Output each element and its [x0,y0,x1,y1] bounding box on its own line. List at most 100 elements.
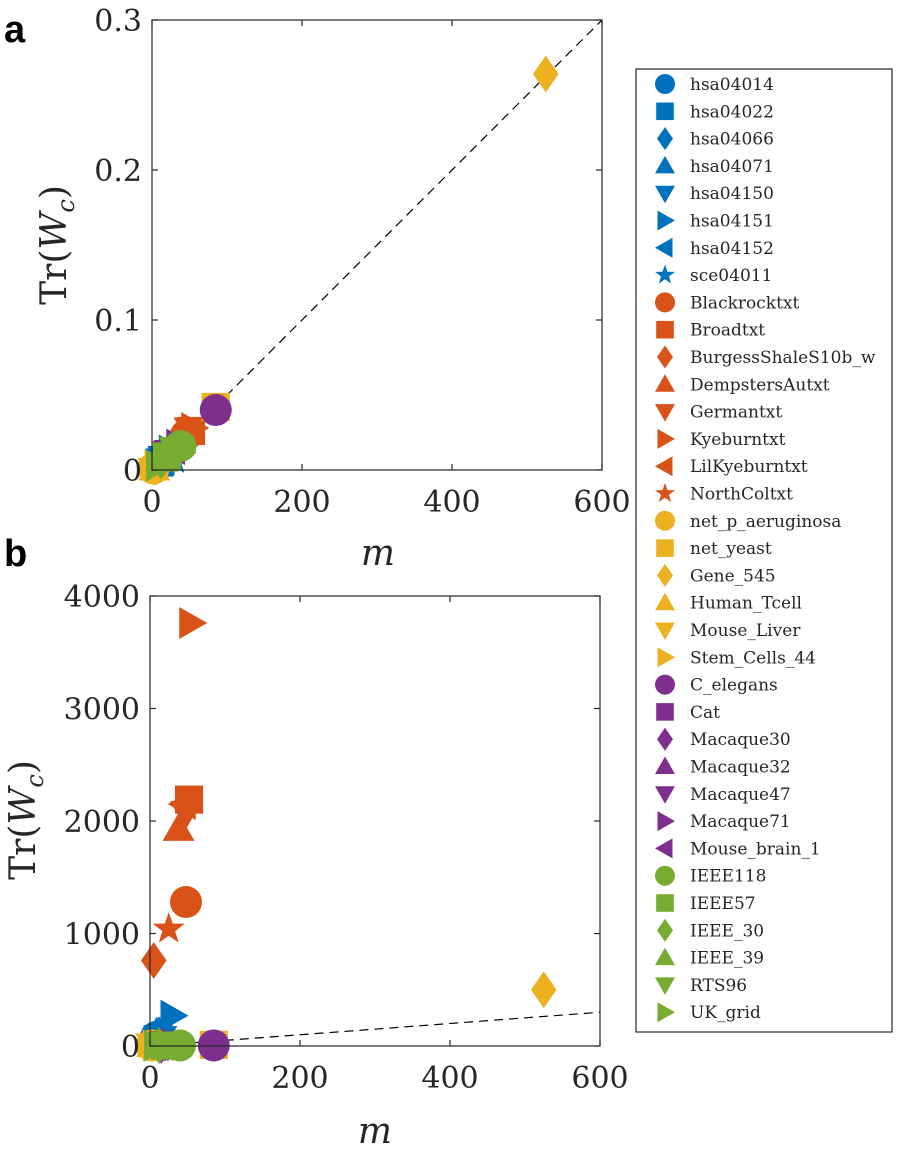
legend-marker [657,918,673,942]
legend-marker [655,237,673,258]
legend-label: Macaque71 [690,812,791,832]
legend-marker [657,727,673,751]
legend-marker [655,510,675,531]
legend-label: Blackrocktxt [690,293,799,313]
panel-a-x-axis-label: m [361,533,395,574]
legend-marker [655,374,675,392]
legend-marker [655,592,675,611]
legend-marker [655,947,675,966]
legend-label: UK_grid [690,1003,761,1023]
panel-a-axes-box [151,19,603,471]
legend-marker [656,894,674,912]
legend-label: BurgessShaleS10b_w [690,348,876,368]
legend-label: Cat [690,703,720,723]
legend-label: IEEE_30 [690,921,764,941]
legend-marker [655,185,675,204]
legend-label: Mouse_brain_1 [690,839,821,859]
legend-label: Broadtxt [690,321,765,341]
legend-marker [655,483,675,502]
legend-label: Stem_Cells_44 [690,648,816,668]
legend-marker [657,1002,675,1023]
legend-marker [655,404,675,422]
data-point [167,788,196,821]
x-tick-label: 600 [571,1061,628,1096]
legend-marker [655,865,675,886]
panel-b-letter: b [4,533,27,575]
y-tick-label: 2000 [64,805,140,840]
panel-a-y-axis-label: Tr(Wc) [34,185,80,305]
data-point [170,886,202,918]
y-tick-label: 0.1 [94,304,142,339]
legend-label: hsa04066 [690,130,774,150]
legend-label: RTS96 [690,976,747,996]
y-tick-label: 1000 [64,918,140,953]
x-tick-label: 200 [271,1061,328,1096]
legend-label: Mouse_Liver [690,621,801,641]
legend-label: LilKyeburntxt [690,457,808,477]
legend-label: hsa04151 [690,212,774,232]
data-point [158,437,191,465]
data-point [146,449,174,482]
legend-label: Macaque32 [690,758,791,778]
panel-b-x-axis-label: m [358,1111,392,1149]
x-tick-label: 0 [140,1061,159,1096]
legend-marker [655,264,675,284]
data-point [199,394,232,426]
legend-label: C_elegans [690,676,778,696]
y-tick-label: 0.2 [94,154,142,189]
legend-marker [655,292,675,313]
legend-label: hsa04150 [690,184,774,204]
legend-marker [655,74,675,94]
x-tick-label: 400 [421,1061,478,1096]
legend-label: Germantxt [690,403,782,423]
legend-marker [655,756,675,774]
legend-marker [657,563,673,587]
x-tick-label: 0 [142,485,161,520]
legend-label: net_yeast [690,539,772,559]
legend-marker [657,345,673,369]
legend-marker [655,622,675,640]
legend-label: DempstersAutxt [690,375,830,395]
legend-label: net_p_aeruginosa [690,512,841,532]
legend-label: hsa04071 [690,157,774,177]
panel-b-axes-box [149,595,601,1047]
legend-box [635,68,893,1033]
legend-label: Kyeburntxt [690,430,786,450]
data-point [179,607,208,639]
legend-marker [655,456,673,477]
panel-b-y-axis-label: Tr(Wc) [3,760,49,880]
legend-marker [655,838,673,859]
y-tick-label: 4000 [64,580,140,615]
legend-label: IEEE57 [690,894,756,914]
panel-a-letter: a [4,9,26,51]
data-point [140,942,167,979]
legend-label: Gene_545 [690,566,776,586]
x-tick-label: 600 [573,485,630,520]
x-tick-label: 400 [423,485,480,520]
y-tick-label: 0 [123,454,142,489]
legend-label: IEEE_39 [690,949,764,969]
legend-label: NorthColtxt [690,485,793,505]
panel-b-plot: 0 200 400 600 0 1000 2000 3000 4000 m Tr(Wc) [3,580,629,1149]
legend-marker [657,210,675,231]
legend-marker [657,647,675,668]
panel-a-plot: 0 200 400 600 0 0.1 0.2 0.3 m Tr(Wc) [34,4,631,574]
legend-marker [655,786,675,804]
y-tick-label: 0.3 [94,4,142,39]
legend-marker [656,102,674,121]
legend-label: hsa04152 [690,239,774,259]
data-point [160,999,189,1032]
legend-marker [657,811,675,832]
legend-marker [655,977,675,995]
legend-label: Macaque30 [690,730,791,750]
data-point [162,812,195,841]
legend-label: hsa04014 [690,75,774,95]
legend-label: hsa04022 [690,102,774,122]
legend-marker [655,155,675,174]
y-tick-label: 0 [121,1030,140,1065]
data-point [530,971,557,1009]
legend-label: IEEE118 [690,867,766,887]
legend-marker [656,703,674,721]
data-point [532,55,559,93]
